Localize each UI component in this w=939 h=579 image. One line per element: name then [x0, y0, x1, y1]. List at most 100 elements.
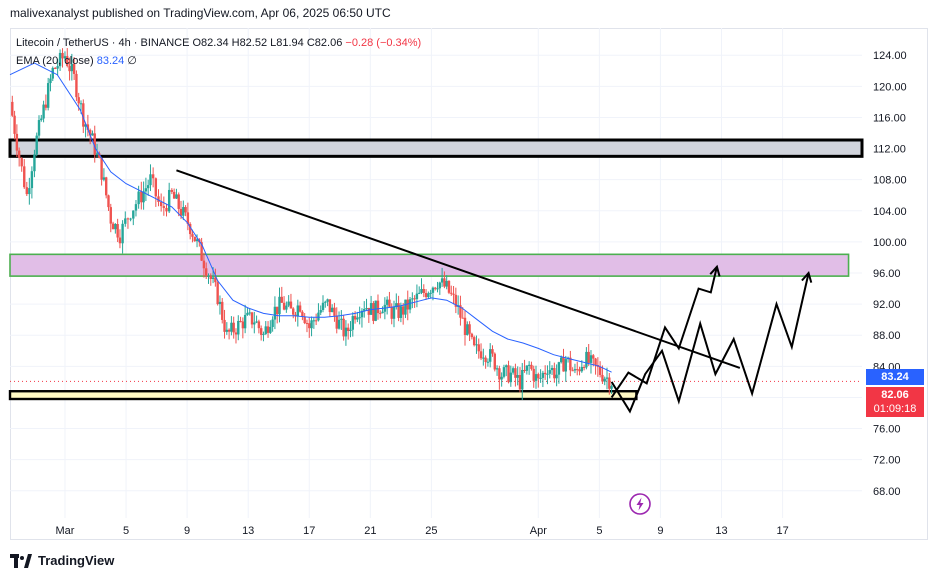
- candle-down: [454, 294, 458, 307]
- candle-down: [530, 364, 533, 369]
- candle-down: [276, 306, 279, 315]
- candle-up: [51, 67, 54, 79]
- candle-up: [395, 303, 398, 308]
- candle-up: [482, 357, 485, 359]
- candle-down: [214, 277, 217, 283]
- candle-up: [319, 310, 322, 313]
- candle-down: [165, 207, 168, 212]
- candle-up: [326, 299, 329, 302]
- candle-down: [162, 206, 166, 208]
- candle-up: [404, 299, 407, 315]
- candle-down: [459, 305, 462, 318]
- candle-down: [562, 357, 565, 372]
- legend-symbol[interactable]: Litecoin / TetherUS · 4h · BINANCE: [16, 37, 190, 49]
- candle-down: [75, 73, 78, 98]
- candle-down: [25, 187, 28, 195]
- candle-down: [518, 375, 522, 390]
- candle-up: [137, 191, 140, 205]
- candle-down: [601, 374, 604, 382]
- candle-down: [179, 208, 183, 216]
- y-tick-label: 76.00: [873, 424, 901, 436]
- candle-down: [61, 52, 64, 59]
- candle-up: [557, 362, 561, 375]
- candle-up: [255, 321, 258, 323]
- candle-down: [328, 299, 332, 313]
- candle-down: [461, 317, 464, 319]
- candle-up: [511, 368, 515, 373]
- candle-up: [243, 314, 247, 329]
- candle-down: [15, 133, 19, 151]
- candle-down: [234, 332, 238, 335]
- candle-down: [241, 321, 245, 329]
- y-tick-label: 68.00: [873, 486, 901, 498]
- y-tick-label: 116.00: [873, 112, 906, 124]
- candle-up: [392, 307, 396, 319]
- candle-down: [118, 237, 122, 244]
- candle-down: [186, 212, 190, 224]
- legend-ema-name[interactable]: EMA (20, close): [16, 55, 94, 67]
- candle-up: [40, 118, 43, 121]
- candle-up: [124, 218, 127, 224]
- candle-down: [289, 301, 293, 309]
- candle-down: [221, 301, 224, 320]
- candle-down: [116, 224, 119, 238]
- x-tick-label: Apr: [530, 525, 547, 537]
- projection-path-b: [610, 266, 718, 398]
- candle-down: [223, 319, 226, 332]
- candle-up: [603, 378, 606, 382]
- candle-down: [13, 115, 16, 134]
- candle-down: [447, 280, 451, 293]
- candle-down: [347, 327, 350, 331]
- candle-up: [356, 317, 359, 320]
- candle-down: [292, 308, 295, 315]
- x-tick-label: Mar: [55, 525, 74, 537]
- candle-up: [408, 299, 412, 310]
- candle-down: [100, 157, 103, 180]
- candle-up: [539, 377, 542, 379]
- candle-up: [573, 369, 577, 371]
- candle-down: [592, 355, 595, 359]
- candle-down: [170, 189, 174, 192]
- axis-layer: 124.00 120.00 116.00 112.00 108.00 104.00 100.…: [55, 50, 906, 537]
- candle-up: [560, 357, 563, 363]
- candle-down: [390, 306, 393, 319]
- candle-up: [411, 298, 414, 300]
- candle-down: [184, 207, 187, 213]
- candle-up: [360, 310, 364, 318]
- candle-up: [610, 386, 613, 389]
- candle-up: [527, 364, 531, 366]
- candle-down: [594, 358, 597, 366]
- candle-down: [68, 65, 71, 72]
- candle-down: [598, 366, 602, 375]
- candle-up: [516, 375, 519, 378]
- candle-up: [541, 372, 545, 378]
- candle-up: [33, 154, 36, 172]
- candle-up: [70, 63, 74, 72]
- candle-down: [543, 372, 547, 375]
- footer-brand[interactable]: TradingView: [10, 553, 114, 568]
- lightning-icon[interactable]: [629, 493, 651, 515]
- candle-up: [102, 177, 106, 180]
- candle-up: [296, 305, 300, 317]
- candle-up: [225, 329, 229, 332]
- candle-down: [257, 321, 261, 329]
- candle-up: [30, 171, 34, 189]
- candle-down: [587, 351, 590, 363]
- y-tick-label: 104.00: [873, 206, 907, 218]
- candle-up: [182, 207, 185, 216]
- candle-up: [399, 306, 403, 318]
- candle-up: [144, 188, 148, 192]
- candle-down: [452, 293, 455, 295]
- x-tick-label: 9: [184, 525, 190, 537]
- candle-down: [376, 300, 380, 314]
- candle-up: [28, 188, 31, 195]
- candle-down: [77, 97, 80, 104]
- chart-frame[interactable]: [10, 28, 928, 540]
- candle-up: [142, 191, 145, 203]
- candle-up: [237, 320, 240, 335]
- candle-up: [149, 174, 152, 186]
- candle-down: [11, 101, 14, 116]
- candle-down: [582, 366, 586, 368]
- candle-up: [385, 299, 389, 305]
